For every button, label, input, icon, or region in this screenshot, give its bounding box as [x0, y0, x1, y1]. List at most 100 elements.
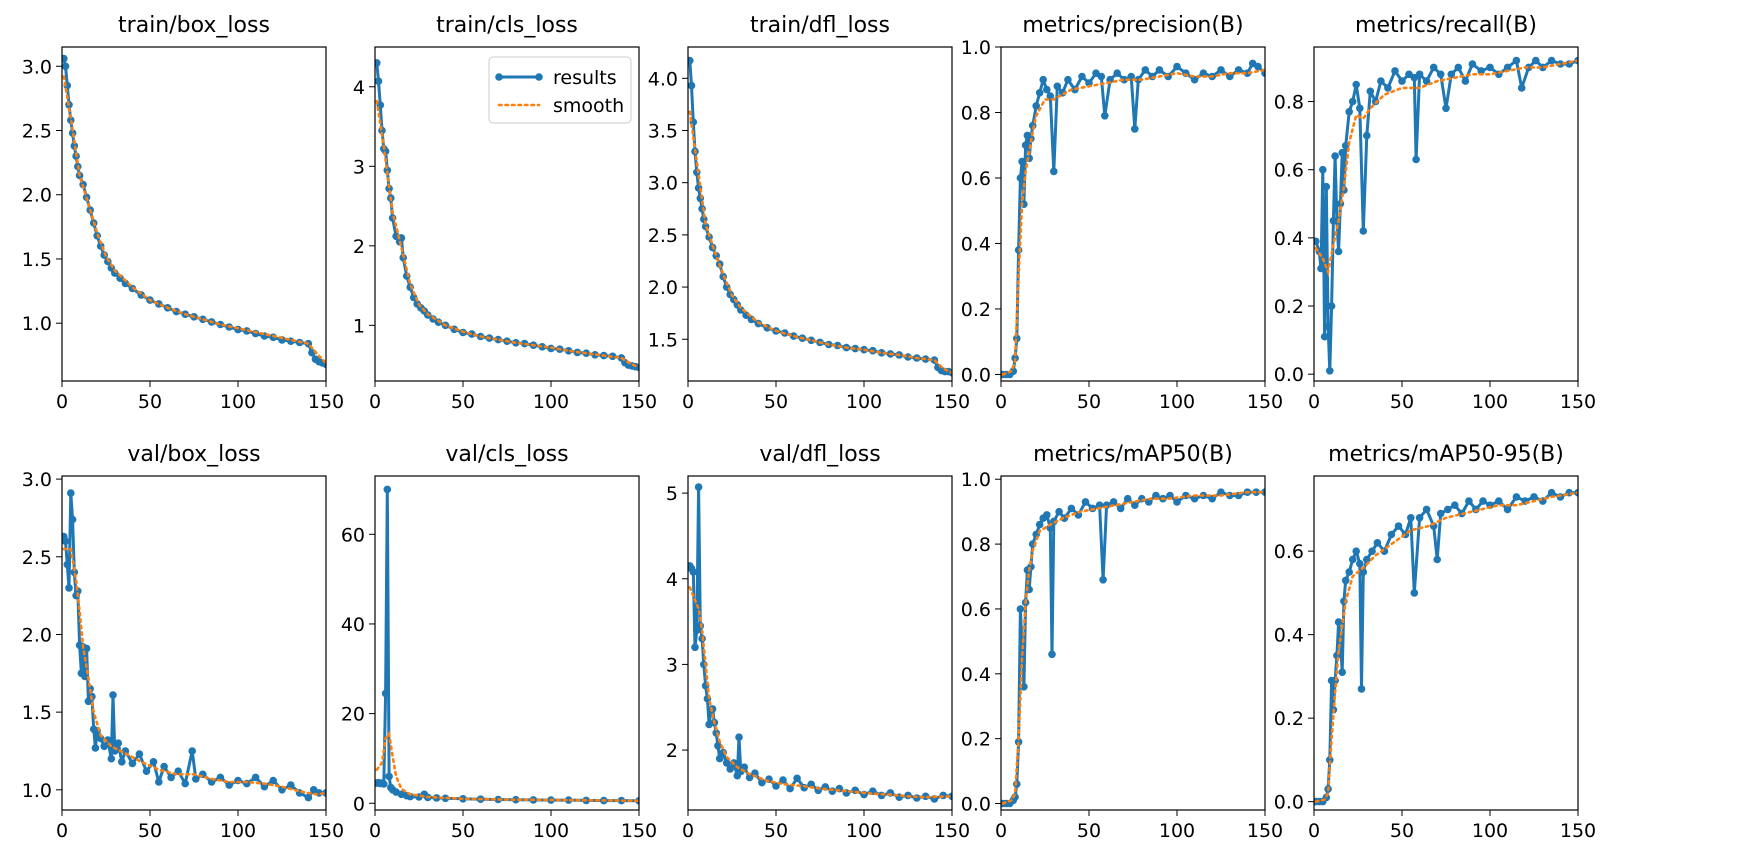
x-tick-label: 0: [995, 391, 1007, 413]
y-tick-label: 0.4: [1274, 228, 1304, 250]
x-tick-label: 100: [1159, 391, 1195, 413]
results-point: [1032, 102, 1040, 110]
plot-frame: [1000, 475, 1266, 811]
results-point: [1254, 62, 1262, 71]
x-tick-label: 50: [138, 820, 162, 842]
results-point: [691, 643, 699, 652]
results-point: [1243, 69, 1252, 77]
x-tick-label: 50: [1390, 820, 1414, 842]
results-point: [304, 793, 313, 802]
results-point: [1407, 514, 1415, 522]
series-group: [1314, 488, 1578, 806]
y-tick-label: 3.0: [22, 469, 52, 491]
results-point: [1412, 155, 1420, 164]
results-point: [1050, 167, 1058, 176]
results-point: [1422, 505, 1431, 514]
plot-frame: [61, 46, 327, 382]
smooth-line: [1001, 490, 1265, 805]
x-tick-label: 50: [1077, 391, 1101, 413]
results-point: [121, 279, 130, 288]
results-point: [1035, 520, 1044, 529]
results-point: [81, 672, 89, 681]
results-point: [68, 515, 77, 524]
results-point: [1319, 165, 1327, 174]
results-point: [1415, 514, 1424, 522]
panel-title: train/dfl_loss: [750, 13, 890, 38]
results-point: [1517, 84, 1526, 92]
y-tick-label: 0.6: [961, 168, 991, 190]
y-tick-label: 2.0: [22, 185, 52, 207]
panel-title: val/box_loss: [127, 442, 260, 467]
y-tick-label: 3: [666, 654, 678, 676]
results-point: [1327, 302, 1336, 310]
results-point: [1043, 511, 1051, 519]
results-point: [1387, 530, 1396, 539]
x-tick-label: 50: [764, 391, 788, 413]
y-tick-label: 4: [353, 77, 365, 99]
results-line: [688, 60, 952, 375]
results-point: [1317, 264, 1325, 273]
x-tick-label: 150: [1247, 820, 1283, 842]
legend-box: [488, 56, 632, 124]
results-point: [1261, 488, 1265, 496]
panel-title: metrics/mAP50(B): [1033, 442, 1233, 467]
y-tick-label: 20: [341, 704, 365, 726]
results-point: [714, 742, 722, 750]
results-point: [1173, 62, 1181, 71]
results-point: [1512, 493, 1521, 501]
panel-train-dfl-loss: train/dfl_loss 0 50 100 150 1.5 2.0 2.5 3.0 3.5 4.…: [648, 13, 970, 413]
results-point: [1436, 70, 1445, 79]
results-point: [160, 762, 168, 771]
results-point: [1345, 108, 1353, 116]
results-point: [1356, 559, 1364, 568]
results-point: [726, 765, 734, 773]
results-point: [1512, 56, 1521, 65]
results-point: [251, 773, 260, 782]
results-point: [779, 776, 787, 784]
results-line: [1315, 491, 1578, 804]
x-tick-label: 50: [764, 820, 788, 842]
y-tick-label: 0.8: [961, 534, 991, 556]
x-tick-label: 150: [621, 820, 657, 842]
panel-title: metrics/mAP50-95(B): [1328, 442, 1564, 467]
plot-frame: [374, 46, 640, 382]
results-point: [1444, 505, 1452, 514]
results-point: [107, 754, 116, 763]
results-point: [745, 773, 754, 782]
y-tick-label: 0.6: [1274, 541, 1304, 563]
results-point: [1141, 66, 1150, 74]
x-tick-label: 100: [1472, 820, 1508, 842]
panel-metrics-recall-b: metrics/recall(B) 0 50 100 150 0.0 0.2 0.4 0.6 0.…: [1274, 13, 1596, 413]
y-tick-label: 0.2: [961, 299, 991, 321]
results-line: [376, 487, 639, 803]
y-tick-label: 0.8: [1274, 92, 1304, 114]
results-point: [82, 644, 91, 653]
results-point: [1356, 104, 1364, 113]
results-point: [1046, 92, 1055, 100]
results-point: [142, 767, 151, 775]
panel-title: train/box_loss: [118, 13, 270, 38]
results-point: [1166, 491, 1174, 500]
x-tick-label: 150: [308, 391, 344, 413]
y-tick-label: 0.0: [961, 794, 991, 816]
x-tick-label: 0: [56, 820, 68, 842]
results-point: [269, 776, 278, 785]
results-point: [1352, 80, 1360, 89]
results-point: [1326, 756, 1334, 764]
results-point: [1433, 555, 1441, 564]
y-tick-label: 1.0: [961, 37, 991, 59]
panel-metrics-precision-b: metrics/precision(B) 0 50 100 150 0.0 0.2 0.4 0.…: [961, 13, 1283, 413]
results-point: [1109, 498, 1118, 506]
results-point: [128, 759, 137, 768]
results-point: [1394, 522, 1403, 530]
results-point: [1352, 547, 1360, 555]
results-point: [1547, 488, 1556, 497]
results-point: [381, 689, 390, 698]
x-tick-label: 100: [220, 820, 256, 842]
results-point: [1338, 148, 1346, 157]
results-point: [1373, 539, 1382, 547]
results-line: [688, 485, 952, 801]
smooth-line: [375, 730, 639, 803]
y-tick-label: 1.0: [961, 469, 991, 491]
